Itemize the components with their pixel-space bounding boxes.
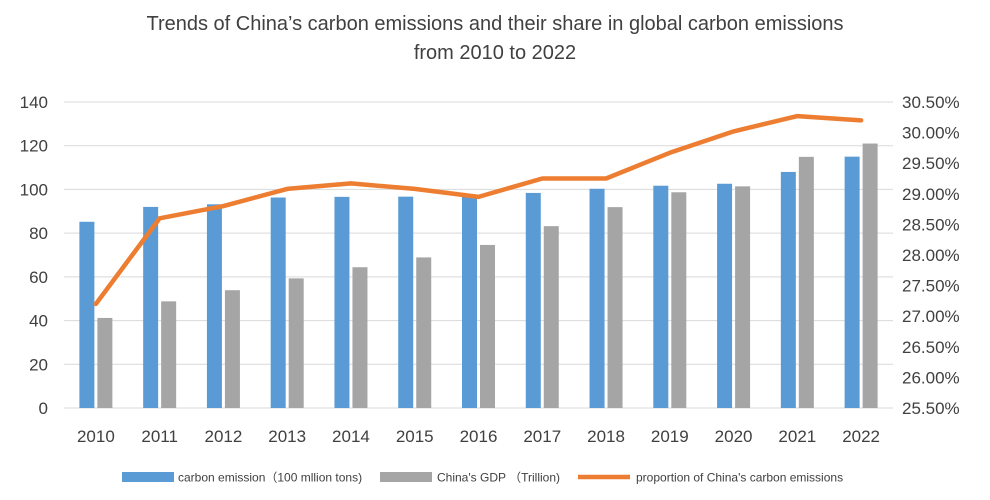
bar-gdp — [543, 226, 559, 408]
bar-carbon-emission — [717, 183, 733, 408]
y-left-tick-label: 80 — [29, 224, 48, 243]
y-left-tick-label: 40 — [29, 312, 48, 331]
bar-gdp — [607, 207, 623, 408]
y-right-tick-label: 26.00% — [902, 368, 960, 387]
bar-gdp — [352, 267, 368, 408]
legend-gdp-swatch — [380, 472, 432, 482]
line-proportion — [93, 113, 864, 307]
bar-carbon-emission — [844, 156, 860, 408]
y-right-tick-label: 29.50% — [902, 154, 960, 173]
bar-gdp — [97, 317, 113, 408]
bar-gdp — [416, 257, 432, 408]
chart-title-line-2: from 2010 to 2022 — [413, 42, 577, 64]
x-tick-label: 2011 — [141, 427, 178, 446]
bar-carbon-emission — [525, 192, 541, 408]
x-tick-label: 2014 — [332, 427, 370, 446]
y-right-tick-label: 30.50% — [902, 93, 960, 112]
bar-gdp — [735, 186, 751, 408]
x-tick-label: 2013 — [268, 427, 306, 446]
y-right-tick-label: 28.50% — [902, 215, 960, 234]
legend-gdp-label: China's GDP （Trillion) — [437, 471, 560, 485]
x-tick-label: 2010 — [77, 427, 115, 446]
bar-gdp — [671, 192, 687, 408]
bar-carbon-emission — [79, 221, 95, 408]
y-left-tick-label: 0 — [39, 399, 48, 418]
x-tick-label: 2020 — [715, 427, 753, 446]
bar-carbon-emission — [653, 185, 669, 408]
x-tick-label: 2012 — [205, 427, 243, 446]
bar-gdp — [161, 301, 177, 408]
bar-carbon-emission — [206, 204, 222, 408]
bar-gdp — [224, 290, 240, 408]
bar-carbon-emission — [780, 171, 796, 408]
bar-carbon-emission — [334, 196, 350, 408]
x-tick-label: 2018 — [587, 427, 625, 446]
y-right-tick-label: 25.50% — [902, 399, 960, 418]
x-tick-label: 2016 — [460, 427, 498, 446]
y-right-tick-label: 27.50% — [902, 277, 960, 296]
legend-carbon-emission-label: carbon emission（100 mllion tons) — [178, 471, 362, 485]
bar-gdp — [862, 143, 878, 408]
x-tick-label: 2017 — [523, 427, 561, 446]
chart-title-line-1: Trends of China’s carbon emissions and t… — [146, 13, 844, 35]
y-right-tick-label: 30.00% — [902, 124, 960, 143]
legend-proportion-label: proportion of China's carbon emissions — [636, 471, 843, 485]
bar-carbon-emission — [462, 196, 477, 408]
bar-carbon-emission — [589, 188, 605, 408]
chart-title: Trends of China’s carbon emissions and t… — [0, 10, 990, 68]
y-left-tick-label: 60 — [29, 268, 48, 287]
y-right-tick-label: 26.50% — [902, 338, 960, 357]
bar-carbon-emission — [143, 206, 159, 408]
y-right-tick-label: 29.00% — [902, 185, 960, 204]
bar-gdp — [288, 278, 304, 408]
legend-carbon-emission-swatch — [122, 472, 174, 482]
x-tick-label: 2021 — [778, 427, 816, 446]
y-right-tick-label: 28.00% — [902, 246, 960, 265]
x-tick-label: 2022 — [842, 427, 880, 446]
bar-gdp — [798, 156, 814, 408]
y-right-tick-label: 27.00% — [902, 307, 960, 326]
bar-carbon-emission — [270, 197, 286, 408]
x-tick-label: 2019 — [651, 427, 689, 446]
x-tick-label: 2015 — [396, 427, 434, 446]
y-left-tick-label: 20 — [29, 355, 48, 374]
bar-gdp — [480, 244, 495, 408]
y-left-tick-label: 140 — [20, 93, 48, 112]
y-left-tick-label: 100 — [20, 180, 48, 199]
bar-carbon-emission — [398, 196, 414, 408]
y-left-tick-label: 120 — [20, 137, 48, 156]
